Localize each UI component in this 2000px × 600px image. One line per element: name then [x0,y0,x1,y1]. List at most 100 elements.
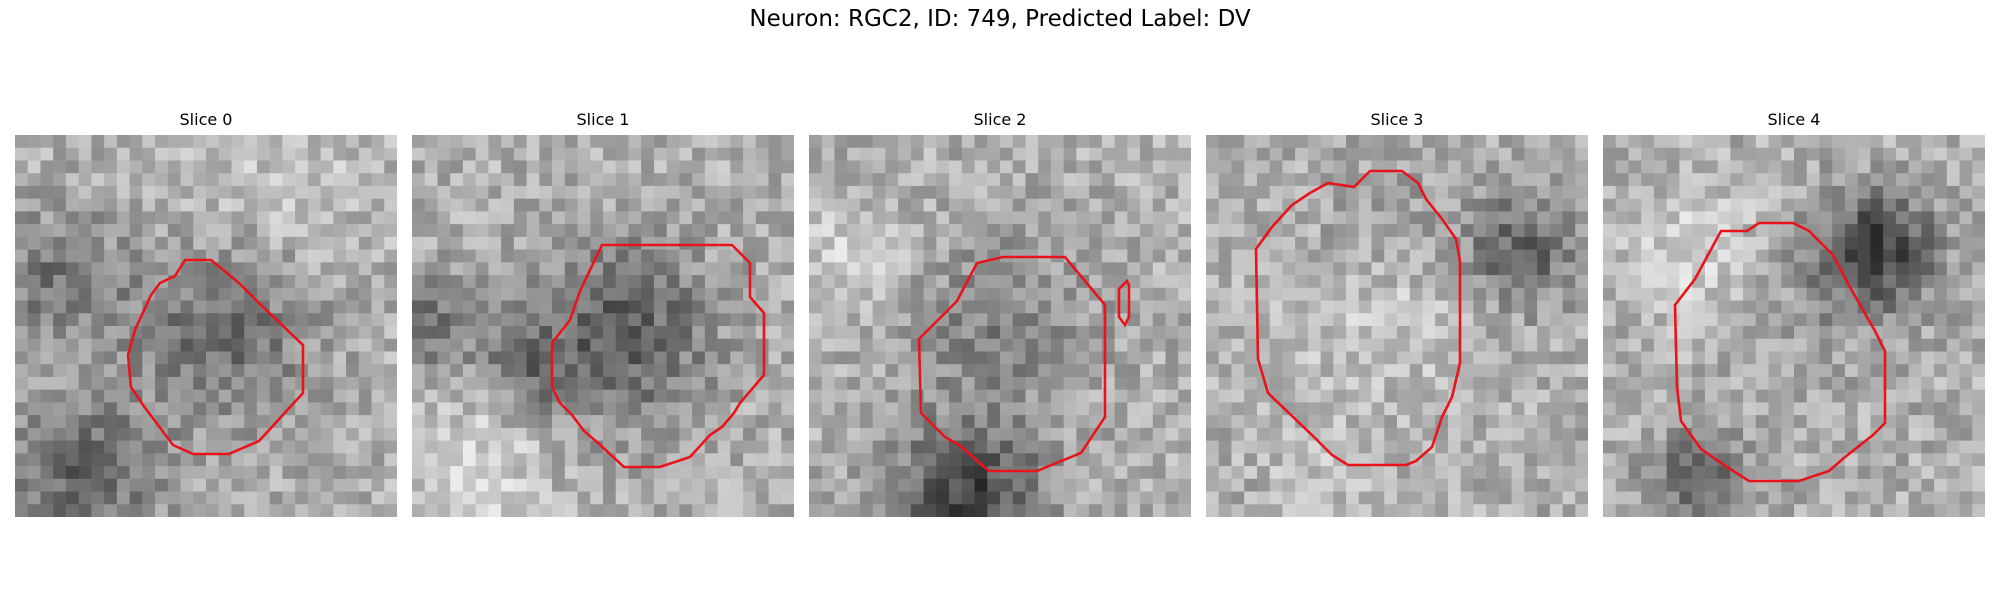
pixel [1730,300,1744,314]
pixel [1603,275,1617,289]
pixel [475,402,489,416]
pixel [1972,466,1985,480]
pixel [1295,300,1309,314]
pixel [1743,491,1757,505]
pixel [552,275,566,289]
pixel [1447,440,1462,454]
pixel [1397,376,1411,391]
pixel [1089,224,1103,238]
pixel [295,275,309,289]
pixel [834,376,848,391]
pixel [1704,224,1719,238]
pixel [1473,415,1487,429]
pixel [1473,275,1487,289]
pixel [1641,427,1655,442]
pixel [1460,427,1474,442]
pixel [488,211,502,225]
pixel [1549,236,1564,251]
pixel [834,364,848,378]
pixel [269,300,283,314]
pixel [1127,364,1141,378]
pixel [78,173,92,187]
pixel [885,491,899,505]
pixel [755,427,770,442]
pixel [1269,211,1283,225]
pixel [244,478,258,493]
pixel [1012,173,1027,187]
pixel [1806,147,1821,162]
pixel [1781,376,1795,391]
pixel [1908,478,1922,493]
pixel [847,300,861,314]
pixel [1307,160,1322,174]
pixel [384,504,397,517]
pixel [475,185,489,200]
pixel [1895,249,1910,263]
pixel [1549,351,1564,365]
pixel [526,351,540,365]
pixel [1152,147,1167,162]
pixel [475,262,489,276]
pixel [641,160,655,174]
pixel [1320,338,1334,353]
pixel [1549,453,1564,467]
pixel [371,326,385,340]
pixel [1806,262,1821,276]
pixel [1870,198,1884,212]
pixel [1653,224,1668,238]
pixel [564,262,579,276]
pixel [936,466,950,480]
pixel [552,415,566,429]
pixel [1063,338,1077,353]
pixel [116,491,131,505]
pixel [1908,338,1922,353]
pixel [1755,389,1770,403]
pixel [1959,376,1973,391]
pixel [1603,262,1617,276]
pixel [743,402,757,416]
pixel [743,478,757,493]
pixel [1755,287,1770,302]
pixel [923,389,937,403]
pixel [206,415,220,429]
pixel [1473,236,1487,251]
pixel [40,300,54,314]
pixel [231,491,245,505]
pixel [1295,338,1309,353]
pixel [488,287,502,302]
pixel [1883,351,1897,365]
pixel [653,376,668,391]
pixel [743,351,757,365]
pixel [1307,338,1322,353]
pixel [371,300,385,314]
pixel [437,491,451,505]
pixel [1844,173,1859,187]
pixel [1704,198,1719,212]
pixel [412,135,426,149]
pixel [1178,491,1191,505]
pixel [1946,389,1961,403]
pixel [539,440,553,454]
pixel [603,275,617,289]
pixel [1384,440,1398,454]
pixel [1972,160,1985,174]
pixel [295,491,309,505]
pixel [1524,313,1538,327]
pixel [1730,326,1744,340]
pixel [384,326,397,340]
pixel [193,453,207,467]
pixel [488,376,502,391]
pixel [949,236,963,251]
pixel [295,262,309,276]
pixel [1486,364,1500,378]
pixel [666,466,680,480]
pixel [628,364,642,378]
pixel [1178,135,1191,149]
pixel [961,173,976,187]
pixel [1704,364,1719,378]
pixel [1371,185,1385,200]
pixel [1781,275,1795,289]
pixel [1447,275,1462,289]
pixel [552,491,566,505]
pixel [552,478,566,493]
